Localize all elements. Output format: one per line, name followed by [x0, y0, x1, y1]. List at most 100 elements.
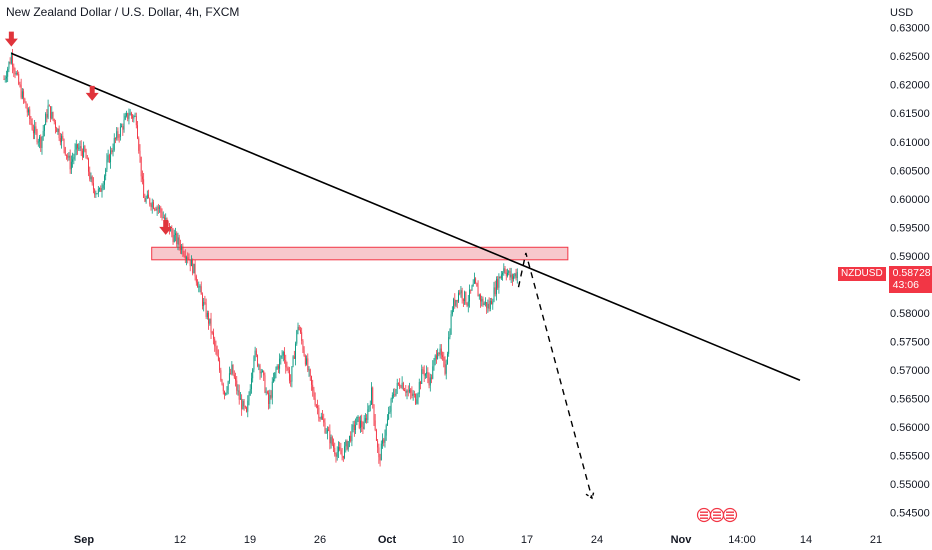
candle-body [281, 355, 283, 357]
candle-body [214, 338, 216, 347]
candle-body [271, 381, 273, 398]
candle-body [184, 255, 186, 259]
price-tick-label: 0.61500 [890, 108, 930, 120]
candle-body [341, 454, 343, 456]
time-axis: Sep 12 19 26 Oct 10 17 24 Nov 14:00 14 21 [74, 534, 882, 546]
time-tick-label: 12 [174, 534, 186, 546]
candle-body [375, 430, 377, 441]
candle-body [487, 303, 489, 309]
candle-body [357, 416, 359, 418]
candle-body [199, 286, 201, 288]
candle-body [480, 294, 481, 302]
candle-body [176, 233, 178, 245]
candle-body [394, 394, 396, 396]
candle-body [423, 370, 425, 376]
candle-body [450, 314, 452, 335]
candle-body [476, 282, 478, 287]
candle-body [172, 233, 174, 242]
candle-body [516, 272, 518, 279]
candle-body [171, 228, 173, 234]
candle-body [396, 382, 398, 390]
candle-body [313, 390, 315, 399]
candle-body [197, 282, 198, 288]
economic-events-icon [696, 507, 712, 523]
candle-body [277, 366, 279, 369]
candle-body [346, 441, 348, 450]
candle-body [221, 379, 223, 385]
candle-body [427, 372, 429, 378]
candle-body [269, 395, 271, 404]
candle-body [66, 154, 67, 156]
candle-body [503, 268, 505, 273]
price-tick-label: 0.62500 [890, 51, 930, 63]
candle-body [386, 419, 388, 426]
candle-body [391, 395, 393, 399]
last-price-value: 0.58728 [892, 267, 931, 279]
price-tick-label: 0.61000 [890, 137, 930, 149]
symbol-badge: NZDUSD [838, 267, 886, 281]
candle-body [308, 369, 310, 371]
candle-body [454, 299, 456, 306]
candle-body [360, 420, 361, 429]
candle-body [179, 245, 181, 250]
candle-body [461, 290, 463, 299]
candle-body [110, 150, 112, 163]
candle-body [237, 390, 239, 392]
candle-body [25, 101, 27, 109]
candle-body [146, 194, 148, 199]
candle-body [97, 189, 99, 194]
candle-body [69, 155, 71, 170]
candle-body [150, 204, 152, 208]
candle-body [162, 217, 164, 219]
candle-body [247, 400, 249, 412]
candle-body [508, 270, 510, 273]
candle-body [496, 278, 497, 295]
candle-body [85, 150, 87, 159]
trendline [11, 52, 801, 382]
candle-body [418, 382, 420, 394]
candle-body [459, 292, 461, 294]
candle-body [198, 286, 200, 288]
candle-body [389, 411, 391, 413]
candle-body [96, 193, 98, 195]
candle-body [202, 294, 203, 307]
candle-body [482, 298, 484, 305]
price-tick-label: 0.60500 [890, 165, 930, 177]
candle-body [458, 292, 459, 302]
currency-label: USD [890, 7, 913, 19]
candle-body [75, 144, 77, 150]
candle-body [21, 91, 23, 98]
economic-events-icon [709, 507, 725, 523]
candle-body [80, 146, 82, 152]
candle-body [258, 365, 260, 367]
candle-body [155, 208, 157, 211]
candle-body [404, 390, 406, 392]
candle-body [286, 367, 288, 369]
candle-body [444, 360, 446, 374]
candle-body [231, 364, 233, 374]
candle-body [504, 268, 506, 273]
candle-body [358, 416, 360, 429]
candle-body [200, 286, 202, 295]
candle-body [67, 155, 69, 158]
candle-body [421, 369, 423, 384]
candle-body [451, 310, 453, 315]
candle-body [287, 368, 289, 371]
candle-body [61, 135, 63, 143]
candle-body [292, 356, 294, 367]
candle-body [18, 73, 20, 85]
resistance-zone [151, 246, 569, 261]
time-tick-label: Nov [671, 534, 693, 546]
last-price-box: 0.58728 43:06 [888, 266, 932, 293]
candle-body [23, 91, 25, 99]
candle-body [36, 131, 38, 143]
price-tick-label: 0.59000 [890, 251, 930, 263]
candle-body [371, 387, 372, 405]
price-tick-label: 0.57000 [890, 365, 930, 377]
candle-body [112, 149, 114, 153]
candle-body [153, 202, 154, 209]
candle-body [138, 138, 140, 151]
candle-body [165, 218, 167, 220]
candle-body [122, 126, 124, 130]
